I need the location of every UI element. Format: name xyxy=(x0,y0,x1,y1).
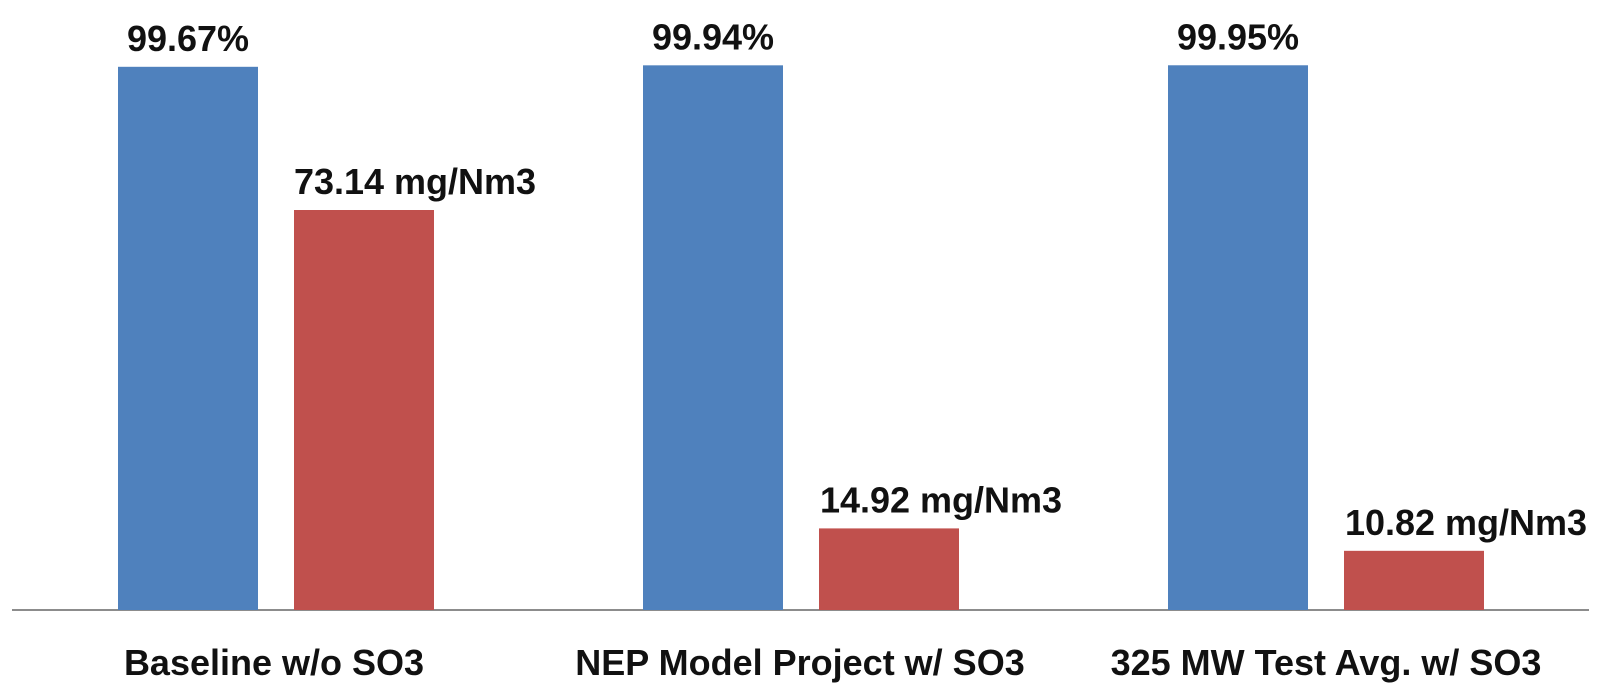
data-label-s2-c2: 14.92 mg/Nm3 xyxy=(820,479,1062,520)
data-labels-group: 99.67% 99.94% 99.95% 73.14 mg/Nm3 14.92 mg/N… xyxy=(127,16,1587,543)
bars-group xyxy=(118,65,1484,610)
bar-s2-c2 xyxy=(819,528,959,610)
data-label-s1-c3: 99.95% xyxy=(1177,16,1299,57)
data-label-s2-c1: 73.14 mg/Nm3 xyxy=(294,161,536,202)
bar-s1-c1 xyxy=(118,66,258,610)
data-label-s1-c1: 99.67% xyxy=(127,18,249,59)
bar-s1-c2 xyxy=(643,65,783,610)
bar-s2-c3 xyxy=(1344,550,1484,610)
category-label-3: 325 MW Test Avg. w/ SO3 xyxy=(1111,642,1542,683)
data-label-s1-c2: 99.94% xyxy=(652,16,774,57)
bar-s2-c1 xyxy=(294,210,434,610)
category-label-1: Baseline w/o SO3 xyxy=(124,642,424,683)
data-label-s2-c3: 10.82 mg/Nm3 xyxy=(1345,502,1587,543)
category-labels-group: Baseline w/o SO3 NEP Model Project w/ SO3… xyxy=(124,642,1541,683)
category-label-2: NEP Model Project w/ SO3 xyxy=(575,642,1024,683)
bar-s1-c3 xyxy=(1168,65,1308,610)
